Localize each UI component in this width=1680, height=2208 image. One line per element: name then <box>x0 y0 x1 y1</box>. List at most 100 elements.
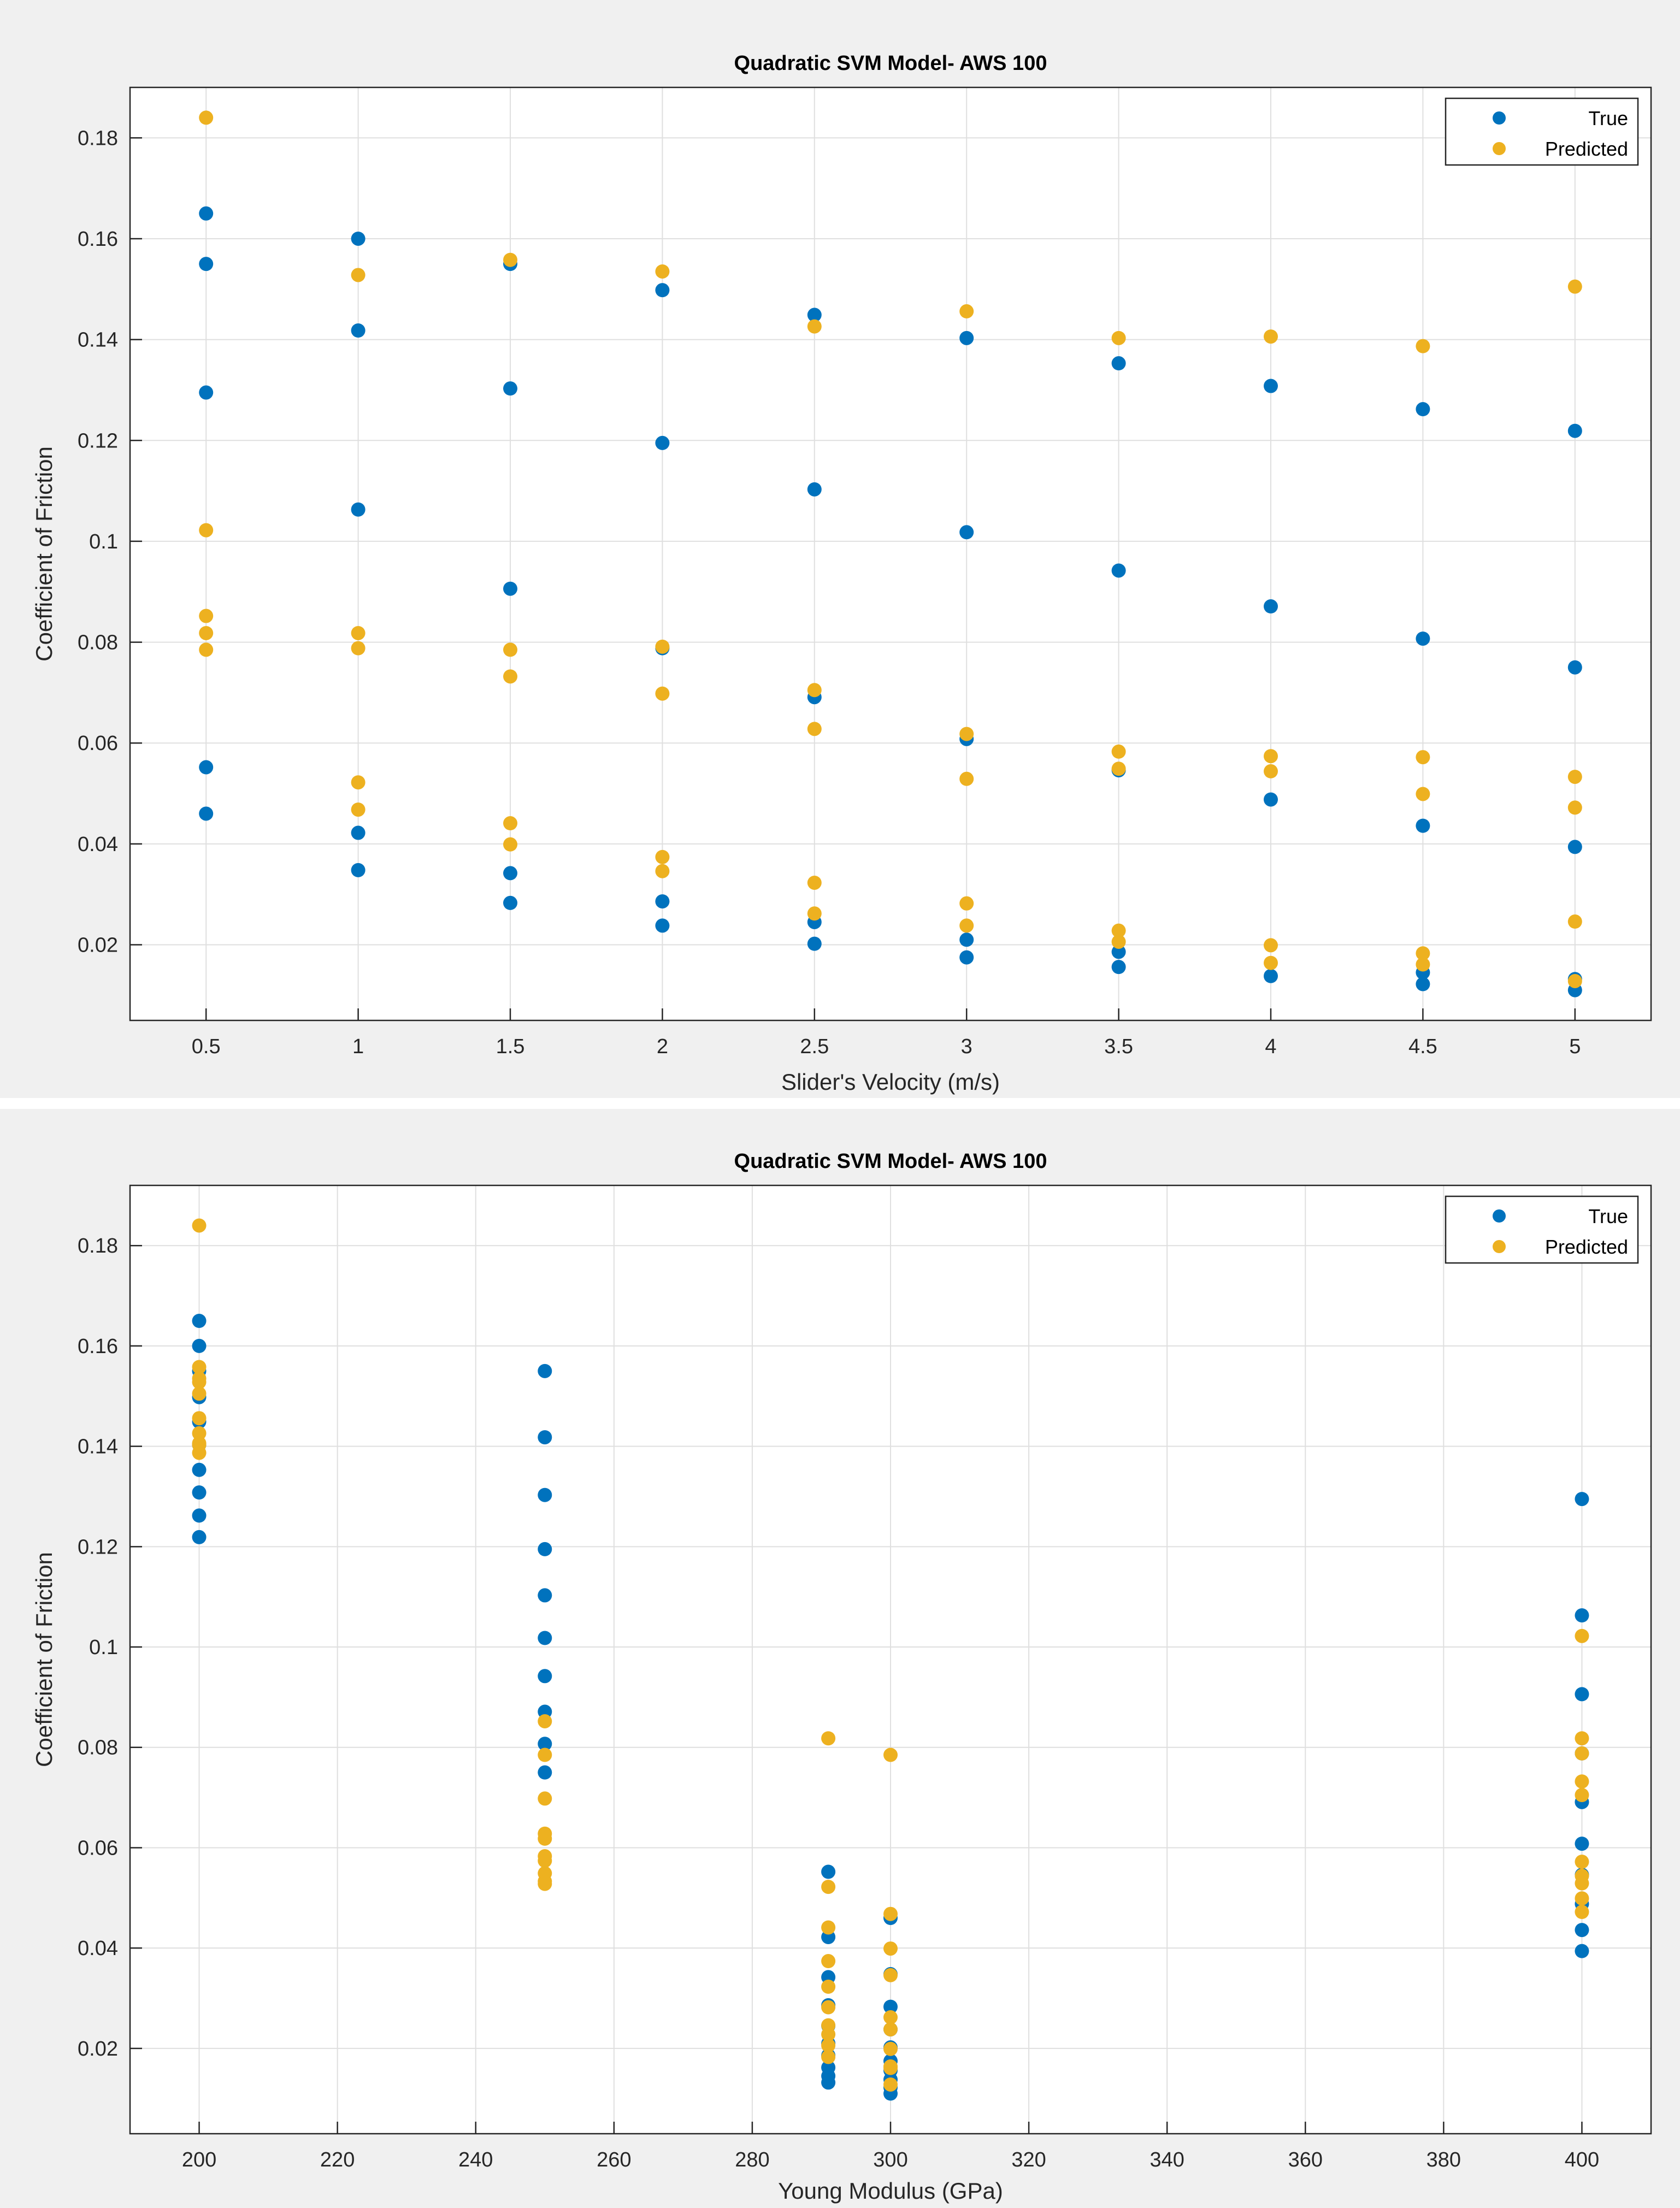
y-tick-label: 0.16 <box>78 1335 118 1358</box>
x-tick-label: 0.5 <box>192 1035 221 1058</box>
y-tick-label: 0.12 <box>78 1536 118 1558</box>
data-point-true <box>538 1542 552 1556</box>
data-point-true <box>351 825 366 840</box>
data-point-predicted <box>1567 973 1582 988</box>
x-tick-label: 280 <box>735 2148 769 2171</box>
x-tick-label: 2.5 <box>800 1035 829 1058</box>
data-point-true <box>1264 599 1278 614</box>
data-point-predicted <box>1264 938 1278 953</box>
data-point-true <box>807 482 822 497</box>
x-tick-label: 320 <box>1011 2148 1046 2171</box>
y-tick-label: 0.12 <box>78 429 118 452</box>
data-point-true <box>538 1737 552 1751</box>
data-point-predicted <box>959 771 974 786</box>
y-tick-label: 0.02 <box>78 934 118 957</box>
chart-title: Quadratic SVM Model- AWS 100 <box>734 1150 1047 1173</box>
y-tick-label: 0.16 <box>78 228 118 251</box>
x-tick-label: 5 <box>1569 1035 1581 1058</box>
data-point-predicted <box>1575 1891 1589 1906</box>
data-point-predicted <box>1567 800 1582 815</box>
data-point-true <box>959 525 974 540</box>
x-tick-label: 220 <box>320 2148 355 2171</box>
y-tick-label: 0.1 <box>89 1636 118 1659</box>
data-point-predicted <box>1416 787 1430 801</box>
data-point-predicted <box>503 252 517 267</box>
y-axis-label: Coefficient of Friction <box>31 1552 57 1767</box>
data-point-predicted <box>655 639 670 654</box>
data-point-predicted <box>192 1411 207 1426</box>
chart-title: Quadratic SVM Model- AWS 100 <box>734 52 1047 75</box>
data-point-true <box>1264 379 1278 393</box>
data-point-predicted <box>1264 764 1278 778</box>
data-point-true <box>1416 631 1430 646</box>
data-point-predicted <box>1111 761 1126 776</box>
series-predicted <box>199 110 1582 988</box>
data-point-predicted <box>1111 330 1126 345</box>
data-point-predicted <box>351 802 366 817</box>
data-point-predicted <box>1575 1746 1589 1761</box>
data-point-predicted <box>807 722 822 736</box>
data-point-predicted <box>538 1747 552 1762</box>
data-point-predicted <box>821 1880 836 1894</box>
data-point-predicted <box>1264 955 1278 970</box>
data-point-true <box>1264 792 1278 807</box>
x-tick-label: 300 <box>873 2148 907 2171</box>
y-tick-label: 0.08 <box>78 631 118 654</box>
data-point-predicted <box>192 1375 207 1390</box>
data-point-true <box>1111 944 1126 959</box>
data-point-true <box>1575 1837 1589 1851</box>
y-tick-label: 0.14 <box>78 329 118 352</box>
data-point-true <box>1575 1944 1589 1958</box>
data-point-true <box>503 895 517 910</box>
x-tick-label: 4.5 <box>1408 1035 1437 1058</box>
data-point-true <box>1575 1492 1589 1507</box>
data-point-true <box>538 1765 552 1780</box>
data-point-true <box>538 1631 552 1645</box>
data-point-true <box>192 1530 207 1544</box>
data-point-true <box>959 932 974 947</box>
data-point-predicted <box>959 918 974 933</box>
data-point-predicted <box>1567 279 1582 294</box>
scatter-chart-velocity: 0.5 1 1.5 2 2.5 3 3.5 4 4.5 5 0.02 0.04 0.06 0.08 0.1 0… <box>31 52 1652 1095</box>
data-point-predicted <box>883 2010 898 2024</box>
x-tick-label: 4 <box>1265 1035 1276 1058</box>
data-point-true <box>1111 960 1126 975</box>
data-point-true <box>192 1314 207 1328</box>
data-point-predicted <box>1111 923 1126 938</box>
data-point-predicted <box>655 264 670 279</box>
data-point-predicted <box>1575 1788 1589 1802</box>
data-point-predicted <box>351 625 366 640</box>
data-point-predicted <box>192 1445 207 1460</box>
data-point-true <box>821 2075 836 2090</box>
data-point-true <box>1111 563 1126 578</box>
legend-box <box>1445 1195 1639 1264</box>
x-tick-label: 2 <box>657 1035 668 1058</box>
legend-marker-predicted <box>1493 142 1506 155</box>
chart-panel-young-modulus: 200 220 240 260 280 300 320 340 360 380 400 0.02 0.0… <box>0 1109 1680 2208</box>
data-point-predicted <box>655 864 670 878</box>
data-point-true <box>192 1485 207 1500</box>
data-point-predicted <box>192 1426 207 1440</box>
data-point-predicted <box>503 816 517 831</box>
legend-label-predicted: Predicted <box>1545 138 1628 160</box>
data-point-true <box>1567 660 1582 675</box>
data-point-predicted <box>199 523 214 538</box>
data-point-predicted <box>192 1386 207 1401</box>
y-tick-label: 0.18 <box>78 1235 118 1258</box>
legend-marker-true <box>1493 1209 1506 1223</box>
data-point-predicted <box>1111 744 1126 759</box>
data-point-true <box>351 231 366 246</box>
data-point-predicted <box>1416 339 1430 353</box>
data-point-predicted <box>538 1853 552 1868</box>
data-point-predicted <box>538 1876 552 1891</box>
data-point-true <box>1575 1923 1589 1938</box>
data-point-predicted <box>821 2038 836 2053</box>
data-point-true <box>199 760 214 775</box>
data-point-predicted <box>1575 1628 1589 1643</box>
data-point-true <box>199 806 214 821</box>
data-point-true <box>192 1462 207 1477</box>
data-point-predicted <box>538 1791 552 1806</box>
data-point-predicted <box>807 319 822 334</box>
data-point-true <box>1575 1608 1589 1623</box>
data-point-predicted <box>883 1968 898 1982</box>
